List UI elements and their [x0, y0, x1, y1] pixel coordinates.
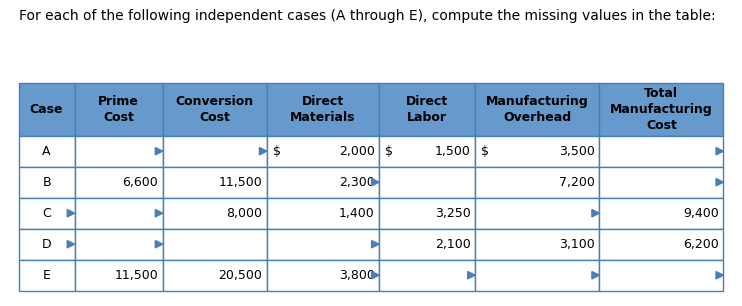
- Text: 1,500: 1,500: [435, 145, 470, 158]
- Bar: [267, 198, 379, 229]
- Polygon shape: [68, 210, 75, 217]
- Text: 11,500: 11,500: [114, 269, 158, 282]
- Text: 9,400: 9,400: [683, 207, 719, 220]
- Polygon shape: [372, 178, 379, 186]
- Bar: [75, 229, 162, 260]
- Bar: [600, 198, 723, 229]
- Bar: [475, 136, 600, 167]
- Polygon shape: [716, 178, 723, 186]
- Bar: [600, 260, 723, 291]
- Text: 7,200: 7,200: [559, 176, 595, 189]
- Bar: [475, 83, 600, 136]
- Bar: [162, 198, 267, 229]
- Bar: [475, 260, 600, 291]
- Bar: [267, 167, 379, 198]
- Text: $: $: [385, 145, 393, 158]
- Bar: [75, 167, 162, 198]
- Polygon shape: [372, 271, 379, 279]
- Polygon shape: [68, 241, 75, 248]
- Polygon shape: [716, 271, 723, 279]
- Text: Case: Case: [30, 103, 63, 116]
- Bar: [75, 198, 162, 229]
- Bar: [267, 260, 379, 291]
- Text: 2,000: 2,000: [338, 145, 375, 158]
- Polygon shape: [716, 147, 723, 155]
- Text: 6,200: 6,200: [683, 238, 719, 251]
- Bar: [19, 260, 75, 291]
- Text: Total
Manufacturing
Cost: Total Manufacturing Cost: [610, 87, 713, 132]
- Bar: [162, 136, 267, 167]
- Bar: [379, 260, 475, 291]
- Bar: [379, 83, 475, 136]
- Bar: [19, 198, 75, 229]
- Text: E: E: [42, 269, 50, 282]
- Text: 3,500: 3,500: [559, 145, 595, 158]
- Bar: [267, 136, 379, 167]
- Text: 8,000: 8,000: [226, 207, 263, 220]
- Bar: [75, 136, 162, 167]
- Text: $: $: [273, 145, 280, 158]
- Text: D: D: [42, 238, 51, 251]
- Text: For each of the following independent cases (A through E), compute the missing v: For each of the following independent ca…: [19, 9, 715, 23]
- Polygon shape: [155, 241, 162, 248]
- Text: B: B: [42, 176, 51, 189]
- Bar: [19, 83, 75, 136]
- Bar: [162, 229, 267, 260]
- Bar: [379, 136, 475, 167]
- Text: A: A: [42, 145, 51, 158]
- Text: $: $: [481, 145, 489, 158]
- Polygon shape: [260, 147, 267, 155]
- Bar: [379, 198, 475, 229]
- Bar: [475, 229, 600, 260]
- Text: Conversion
Cost: Conversion Cost: [176, 95, 254, 124]
- Text: Prime
Cost: Prime Cost: [98, 95, 139, 124]
- Text: C: C: [42, 207, 51, 220]
- Text: Direct
Materials: Direct Materials: [290, 95, 355, 124]
- Text: 2,300: 2,300: [339, 176, 375, 189]
- Bar: [75, 83, 162, 136]
- Bar: [267, 229, 379, 260]
- Bar: [600, 136, 723, 167]
- Polygon shape: [592, 271, 600, 279]
- Bar: [19, 229, 75, 260]
- Text: 6,600: 6,600: [122, 176, 158, 189]
- Polygon shape: [155, 147, 162, 155]
- Polygon shape: [155, 210, 162, 217]
- Text: 2,100: 2,100: [435, 238, 470, 251]
- Bar: [475, 198, 600, 229]
- Bar: [19, 167, 75, 198]
- Polygon shape: [372, 241, 379, 248]
- Text: 3,100: 3,100: [559, 238, 595, 251]
- Bar: [75, 260, 162, 291]
- Bar: [600, 229, 723, 260]
- Text: 20,500: 20,500: [219, 269, 263, 282]
- Text: 3,250: 3,250: [435, 207, 470, 220]
- Bar: [600, 83, 723, 136]
- Text: 1,400: 1,400: [339, 207, 375, 220]
- Bar: [267, 83, 379, 136]
- Text: 3,800: 3,800: [338, 269, 375, 282]
- Text: Direct
Labor: Direct Labor: [406, 95, 448, 124]
- Polygon shape: [592, 210, 600, 217]
- Bar: [600, 167, 723, 198]
- Bar: [379, 167, 475, 198]
- Bar: [162, 83, 267, 136]
- Bar: [162, 167, 267, 198]
- Bar: [379, 229, 475, 260]
- Text: 11,500: 11,500: [219, 176, 263, 189]
- Bar: [475, 167, 600, 198]
- Polygon shape: [467, 271, 475, 279]
- Bar: [19, 136, 75, 167]
- Text: Manufacturing
Overhead: Manufacturing Overhead: [486, 95, 588, 124]
- Bar: [162, 260, 267, 291]
